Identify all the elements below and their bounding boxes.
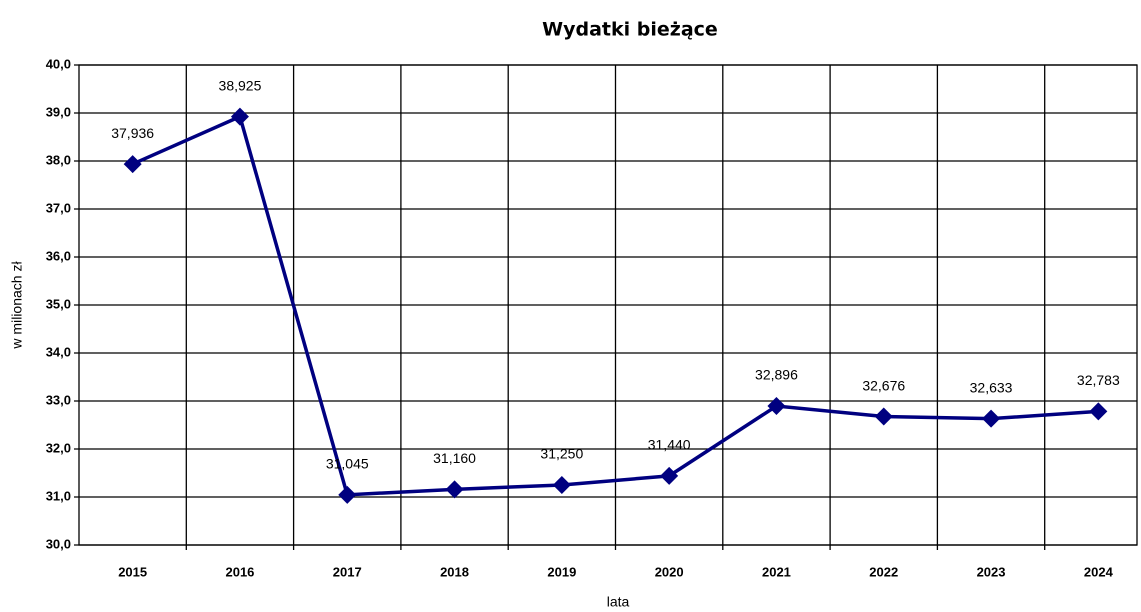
y-tick-label: 33,0 <box>46 392 71 407</box>
x-tick-label: 2020 <box>655 564 684 579</box>
chart-title: Wydatki bieżące <box>542 19 718 41</box>
x-tick-label: 2022 <box>869 564 898 579</box>
y-tick-label: 34,0 <box>46 344 71 359</box>
data-label: 37,936 <box>111 125 154 141</box>
data-point <box>982 409 1001 428</box>
y-tick-label: 40,0 <box>46 56 71 71</box>
data-point <box>874 407 893 426</box>
data-point <box>1089 402 1108 421</box>
data-point <box>552 476 571 494</box>
data-label: 32,676 <box>862 377 905 393</box>
data-line <box>131 114 1099 497</box>
y-tick-label: 37,0 <box>46 200 71 215</box>
y-tick-label: 39,0 <box>46 104 71 119</box>
data-point <box>660 466 679 485</box>
plot-border <box>78 64 1138 546</box>
data-label: 31,440 <box>648 437 691 453</box>
y-axis-label: w milionach zł <box>9 261 25 350</box>
data-point <box>123 155 142 174</box>
x-tick-label: 2017 <box>333 564 362 579</box>
y-tick-label: 36,0 <box>46 248 71 263</box>
data-label: 31,045 <box>326 456 369 472</box>
data-label: 38,925 <box>219 77 262 93</box>
y-tick-label: 32,0 <box>46 440 71 455</box>
data-point <box>445 480 464 499</box>
y-tick-label: 38,0 <box>46 152 71 167</box>
x-tick-label: 2023 <box>977 564 1006 579</box>
x-tick-label: 2019 <box>547 564 576 579</box>
data-point <box>338 485 357 504</box>
y-tick-label: 30,0 <box>46 536 71 551</box>
data-label: 32,633 <box>970 379 1013 395</box>
data-label: 32,896 <box>755 367 798 383</box>
x-tick-label: 2015 <box>118 564 147 579</box>
x-tick-label: 2021 <box>762 564 791 579</box>
x-axis-label: lata <box>607 594 630 610</box>
data-point <box>767 396 786 415</box>
data-label: 32,783 <box>1077 372 1120 388</box>
y-tick-label: 35,0 <box>46 296 71 311</box>
x-tick-label: 2018 <box>440 564 469 579</box>
data-label: 31,250 <box>540 446 583 462</box>
y-tick-label: 31,0 <box>46 488 71 503</box>
x-tick-label: 2024 <box>1084 564 1114 579</box>
data-label: 31,160 <box>433 450 476 466</box>
data-point <box>230 107 249 126</box>
x-tick-label: 2016 <box>225 564 254 579</box>
